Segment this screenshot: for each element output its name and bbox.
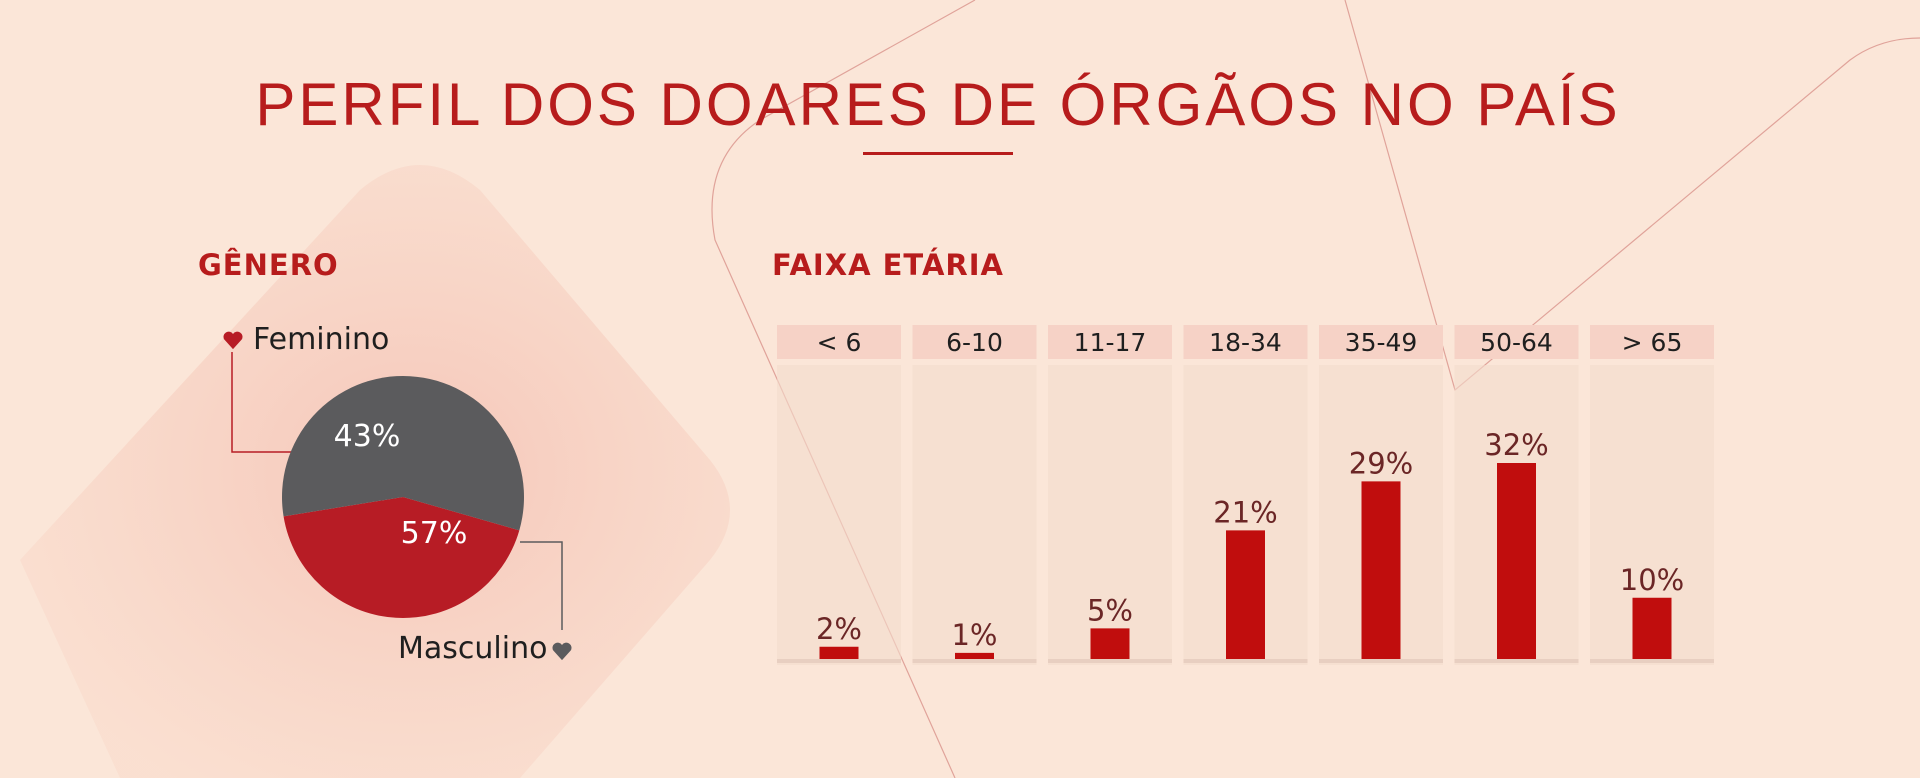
- gender-section-title: GÊNERO: [198, 248, 339, 282]
- column-header: [1319, 325, 1443, 359]
- category-label: 6-10: [946, 328, 1003, 357]
- column-baseline: [1590, 659, 1714, 663]
- category-label: 35-49: [1345, 328, 1418, 357]
- column-baseline: [777, 659, 901, 663]
- category-label: > 65: [1622, 328, 1683, 357]
- data-label: 5%: [1087, 593, 1133, 627]
- pie-slice-feminino: [283, 497, 520, 618]
- data-label: 21%: [1213, 495, 1277, 529]
- column-header: [912, 325, 1037, 359]
- column-header: [777, 325, 901, 359]
- data-label: 2%: [816, 612, 862, 646]
- column-header: [1183, 325, 1308, 359]
- page-title: PERFIL DOS DOARES DE ÓRGÃOS NO PAÍS: [255, 71, 1621, 138]
- bar: [1226, 530, 1265, 659]
- leader-line-masculino: [520, 541, 563, 630]
- column-background: [912, 365, 1037, 665]
- title-underline: [863, 152, 1013, 155]
- column-background: [777, 365, 901, 665]
- category-label: < 6: [817, 328, 862, 357]
- column-baseline: [912, 659, 1037, 663]
- category-label: 18-34: [1209, 328, 1282, 357]
- column-header: [1590, 325, 1714, 359]
- column-baseline: [1319, 659, 1443, 663]
- heart-icon: [552, 642, 572, 661]
- category-label: 50-64: [1480, 328, 1553, 357]
- column-baseline: [1454, 659, 1579, 663]
- bar: [1361, 481, 1401, 659]
- pie-slice-masculino: [282, 375, 525, 531]
- legend-label-masculino: Masculino: [398, 631, 548, 666]
- column-background: [1048, 365, 1172, 665]
- bar: [1632, 597, 1672, 659]
- bar: [955, 652, 994, 659]
- column-baseline: [1183, 659, 1308, 663]
- decorative-line: [711, 0, 976, 778]
- column-header: [1048, 325, 1172, 359]
- data-label: 32%: [1484, 428, 1548, 462]
- category-label: 11-17: [1074, 328, 1147, 357]
- pie-label-masculino: 57%: [401, 516, 468, 551]
- data-label: 29%: [1349, 446, 1413, 480]
- decorative-line: [1344, 0, 1920, 392]
- data-label: 10%: [1620, 563, 1684, 597]
- heart-icon: [223, 331, 243, 350]
- bar: [1090, 628, 1130, 659]
- column-baseline: [1048, 659, 1172, 663]
- bar: [1497, 463, 1536, 659]
- data-label: 1%: [951, 618, 997, 652]
- leader-line-feminino: [231, 352, 292, 453]
- legend-label-feminino: Feminino: [253, 322, 390, 357]
- pie-label-feminino: 43%: [334, 419, 401, 454]
- age-section-title: FAIXA ETÁRIA: [772, 248, 1004, 282]
- bar: [819, 646, 859, 659]
- column-header: [1454, 325, 1579, 359]
